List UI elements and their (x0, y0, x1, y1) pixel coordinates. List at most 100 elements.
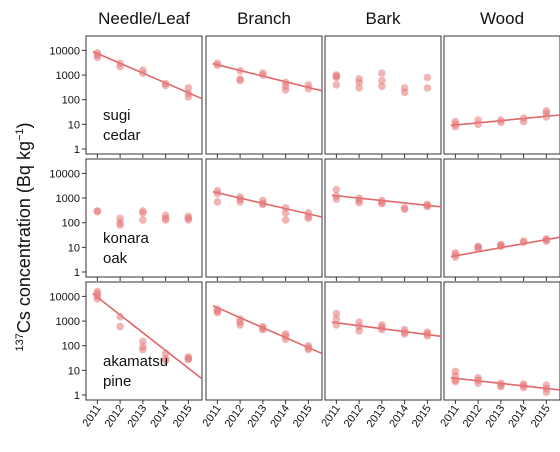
data-point (93, 207, 102, 216)
data-point (519, 238, 528, 247)
y-axis-title-main: Cs concentration (Bq kg (14, 141, 34, 333)
data-point (332, 185, 341, 194)
x-tick-label: 2012 (461, 403, 485, 430)
data-point (213, 198, 222, 206)
y-tick-label: 1000 (56, 193, 80, 205)
x-tick-label: 2011 (80, 403, 103, 429)
panel-r0-c3 (443, 35, 560, 158)
data-point (213, 189, 222, 198)
data-point (332, 309, 341, 318)
fit-line (450, 114, 560, 127)
column-title-bark: Bark (366, 9, 401, 28)
y-tick-label: 1000 (56, 70, 80, 82)
data-point (281, 335, 290, 344)
data-point (332, 73, 341, 82)
y-tick-label: 100 (62, 218, 80, 230)
data-point (423, 332, 432, 340)
panel-frame (85, 158, 203, 278)
y-tick-label: 10 (68, 119, 80, 131)
fit-line (212, 62, 322, 92)
x-tick-label: 2013 (125, 403, 149, 430)
data-point (355, 84, 363, 92)
column-title-branch: Branch (237, 9, 291, 28)
panel-r0-c1 (205, 35, 323, 158)
data-point (184, 93, 193, 101)
data-point (184, 216, 193, 224)
data-point (236, 198, 244, 206)
data-point (236, 321, 244, 329)
panel-frame (443, 35, 560, 155)
data-point (451, 253, 460, 261)
panel-r2-c2 (324, 281, 442, 404)
data-point (213, 61, 222, 70)
panel-frame (324, 35, 442, 155)
data-point (259, 71, 267, 79)
panel-frame (443, 158, 560, 278)
panel-r2-c3 (443, 281, 560, 404)
data-point (474, 120, 482, 129)
column-title-needle-leaf: Needle/Leaf (98, 9, 190, 28)
data-point (423, 84, 432, 92)
data-point (451, 122, 460, 131)
data-point (497, 382, 505, 391)
data-point (378, 82, 386, 91)
data-point (236, 76, 244, 85)
panel-frame (205, 35, 323, 155)
panel-frame (324, 281, 442, 401)
data-point (332, 195, 341, 203)
data-point (497, 242, 505, 251)
panel-frame (205, 281, 323, 401)
column-titles: Needle/Leaf Branch Bark Wood (98, 9, 524, 28)
data-point (519, 117, 528, 126)
data-point (451, 377, 460, 386)
x-tick-label: 2013 (245, 403, 269, 430)
data-point (378, 76, 386, 85)
data-point (139, 69, 147, 77)
data-point (259, 325, 267, 334)
x-tick-label: 2015 (171, 403, 195, 430)
panel-r2-c1 (205, 281, 323, 404)
y-tick-label: 1000 (56, 316, 80, 328)
data-point (378, 199, 386, 208)
fit-line (331, 321, 441, 338)
data-point (184, 355, 193, 364)
data-point (355, 78, 363, 87)
data-point (355, 327, 363, 335)
data-point (93, 53, 102, 62)
x-tick-label: 2011 (319, 403, 342, 429)
data-point (213, 308, 222, 317)
x-tick-label: 2012 (103, 403, 127, 430)
data-point (281, 209, 290, 217)
x-tick-label: 2013 (483, 403, 507, 430)
y-axis-title-unit-exp: −1 (14, 129, 26, 142)
y-axis-title: 137Cs concentration (Bq kg−1) (14, 123, 34, 352)
x-tick-label: 2014 (148, 403, 172, 430)
fit-line (450, 236, 560, 258)
panel-r1-c0: 10000 1000 100 10 1 (49, 158, 203, 281)
fit-line (92, 50, 202, 100)
data-point (184, 84, 193, 92)
data-point (542, 388, 551, 396)
data-point (161, 349, 170, 357)
y-tick-label: 10 (68, 242, 80, 254)
fit-line (92, 292, 202, 380)
species-label: sugi (103, 107, 131, 124)
fit-line (331, 194, 441, 208)
x-tick-label: 2011 (438, 403, 461, 429)
panel-frame (324, 158, 442, 278)
panel-r0-c0: 10000 1000 100 10 1 (49, 35, 203, 158)
y-tick-label: 10000 (49, 45, 80, 57)
panel-r1-c3 (443, 158, 560, 281)
y-tick-label: 1 (74, 267, 80, 279)
x-tick-label: 2014 (506, 403, 530, 430)
data-point (332, 321, 341, 329)
data-point (281, 216, 290, 224)
data-point (423, 202, 432, 211)
species-label: cedar (103, 127, 141, 144)
panel-grid: 1000010001001011000010001001011000010001… (49, 35, 560, 430)
data-point (281, 86, 290, 94)
x-tick-label: 2015 (529, 403, 553, 430)
y-tick-label: 10 (68, 365, 80, 377)
data-point (400, 205, 409, 214)
